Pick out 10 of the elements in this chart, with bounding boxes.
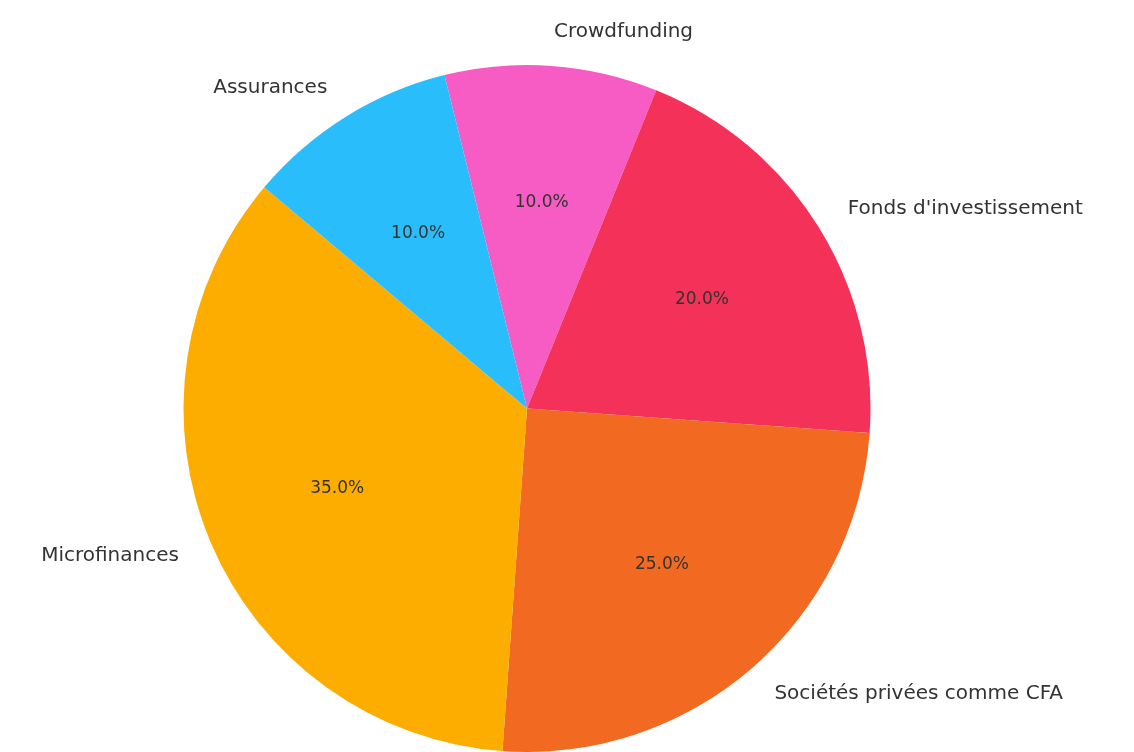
data-label: 25.0% (634, 552, 689, 573)
slice-label: Assurances (213, 73, 328, 98)
slice-label: Sociétés privées comme CFA (774, 680, 1064, 705)
data-label: 10.0% (514, 191, 569, 212)
slice-label: Fonds d'investissement (847, 195, 1083, 220)
slice-label: Microfinances (41, 541, 179, 566)
data-label: 20.0% (674, 288, 729, 309)
data-label: 10.0% (391, 221, 446, 242)
data-label: 35.0% (310, 477, 365, 498)
slice-label: Crowdfunding (554, 17, 694, 42)
